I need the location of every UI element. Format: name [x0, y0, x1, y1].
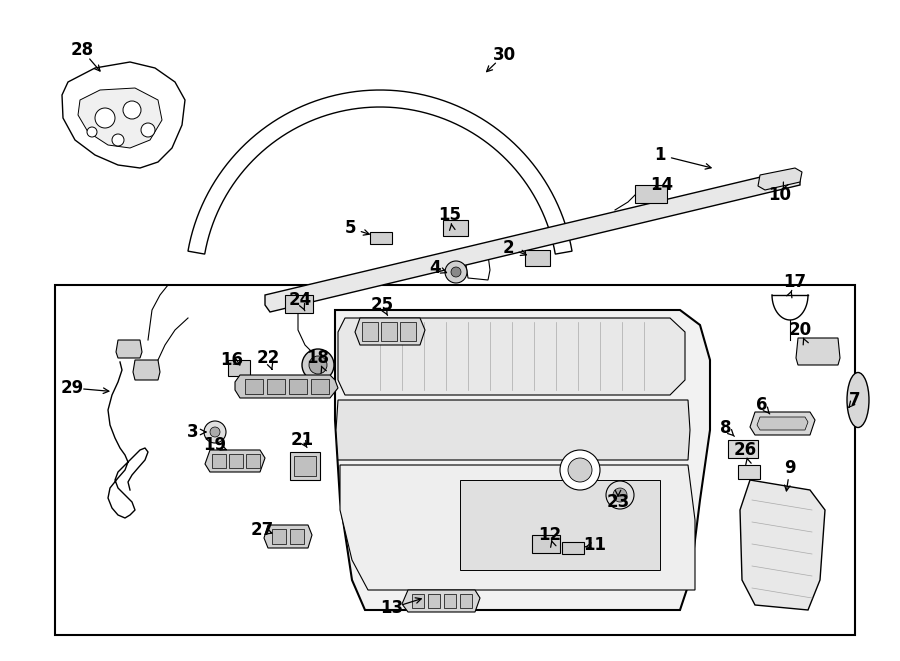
Ellipse shape — [847, 373, 869, 428]
Text: 19: 19 — [203, 436, 227, 454]
Polygon shape — [758, 168, 802, 190]
Polygon shape — [338, 318, 685, 395]
Text: 16: 16 — [220, 351, 244, 369]
Text: 6: 6 — [756, 396, 768, 414]
Circle shape — [87, 127, 97, 137]
Circle shape — [451, 267, 461, 277]
Text: 8: 8 — [720, 419, 732, 437]
Bar — [635, 185, 667, 203]
Polygon shape — [402, 590, 480, 612]
Text: 24: 24 — [288, 291, 311, 309]
Text: 10: 10 — [769, 186, 791, 204]
Polygon shape — [336, 400, 690, 460]
Circle shape — [210, 427, 220, 437]
Bar — [444, 594, 456, 608]
Text: 26: 26 — [734, 441, 757, 459]
Circle shape — [445, 261, 467, 283]
Bar — [246, 454, 260, 468]
Polygon shape — [460, 480, 660, 570]
Bar — [370, 232, 392, 244]
Bar — [228, 360, 250, 376]
Bar — [285, 295, 313, 313]
Polygon shape — [62, 62, 185, 168]
Bar — [412, 594, 424, 608]
Circle shape — [606, 481, 634, 509]
Bar — [381, 322, 397, 341]
Bar — [738, 465, 760, 479]
Bar — [290, 452, 320, 480]
Polygon shape — [78, 88, 162, 148]
Text: 17: 17 — [783, 273, 806, 291]
Bar — [400, 322, 416, 341]
Bar — [272, 529, 286, 544]
Bar — [311, 379, 329, 394]
Text: 4: 4 — [429, 259, 441, 277]
Circle shape — [95, 108, 115, 128]
Polygon shape — [740, 480, 825, 610]
Bar — [245, 379, 263, 394]
Text: 12: 12 — [538, 526, 562, 544]
Text: 23: 23 — [607, 493, 630, 511]
Bar — [229, 454, 243, 468]
Polygon shape — [355, 318, 425, 345]
Circle shape — [560, 450, 600, 490]
Text: 27: 27 — [250, 521, 274, 539]
Text: 25: 25 — [371, 296, 393, 314]
Polygon shape — [264, 525, 312, 548]
Text: 29: 29 — [60, 379, 84, 397]
Polygon shape — [796, 338, 840, 365]
Polygon shape — [750, 412, 815, 435]
Text: 15: 15 — [438, 206, 462, 224]
Circle shape — [204, 421, 226, 443]
Bar — [443, 220, 468, 236]
Bar — [532, 535, 560, 553]
Text: 5: 5 — [344, 219, 356, 237]
Text: 18: 18 — [307, 349, 329, 367]
Text: 28: 28 — [70, 41, 94, 59]
Text: 1: 1 — [654, 146, 666, 164]
Text: 3: 3 — [187, 423, 199, 441]
Circle shape — [568, 458, 592, 482]
Polygon shape — [133, 360, 160, 380]
Polygon shape — [466, 255, 490, 280]
Text: 2: 2 — [502, 239, 514, 257]
Bar — [460, 594, 472, 608]
Bar — [362, 322, 378, 341]
Text: 7: 7 — [850, 391, 860, 409]
Bar — [212, 454, 226, 468]
Polygon shape — [340, 465, 695, 590]
Bar — [267, 379, 285, 394]
Text: 9: 9 — [784, 459, 796, 477]
Bar — [525, 250, 550, 266]
Text: 21: 21 — [291, 431, 313, 449]
Bar — [428, 594, 440, 608]
Text: 14: 14 — [651, 176, 673, 194]
Text: 30: 30 — [492, 46, 516, 64]
Bar — [290, 529, 304, 544]
Text: 22: 22 — [256, 349, 280, 367]
Circle shape — [302, 349, 334, 381]
Polygon shape — [265, 170, 800, 312]
Circle shape — [613, 488, 627, 502]
Circle shape — [112, 134, 124, 146]
Circle shape — [141, 123, 155, 137]
Bar — [55, 285, 855, 635]
Text: 13: 13 — [381, 599, 403, 617]
Polygon shape — [116, 340, 142, 358]
Bar — [294, 456, 316, 476]
Circle shape — [123, 101, 141, 119]
Bar — [289, 379, 307, 394]
Circle shape — [309, 356, 327, 374]
Polygon shape — [235, 375, 338, 398]
Text: 20: 20 — [788, 321, 812, 339]
Text: 11: 11 — [583, 536, 607, 554]
Polygon shape — [188, 90, 572, 254]
Polygon shape — [335, 310, 710, 610]
Polygon shape — [205, 450, 265, 472]
Polygon shape — [757, 417, 808, 430]
Bar — [728, 440, 758, 458]
Bar — [562, 542, 584, 554]
